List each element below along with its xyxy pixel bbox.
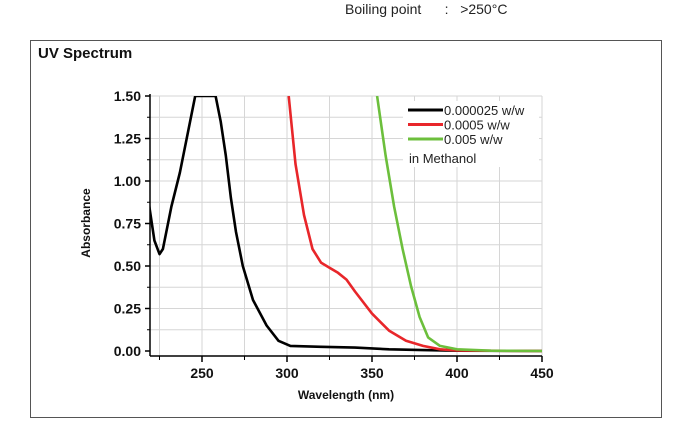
x-tick-label: 450 [530,365,554,381]
y-tick-label: 1.50 [114,88,141,104]
x-tick-label: 300 [275,365,299,381]
y-tick-label: 0.25 [114,301,141,317]
x-axis-label: Wavelength (nm) [298,388,394,402]
series-line-2 [287,96,542,353]
legend-label: 0.000025 w/w [444,103,525,118]
legend-label: 0.005 w/w [444,132,503,147]
boiling-point-text: Boiling point : >250°C [345,1,507,17]
series-line-1 [150,96,542,353]
y-tick-label: 1.00 [114,173,141,189]
y-tick-label: 1.25 [114,131,141,147]
x-tick-label: 250 [190,365,214,381]
boiling-point-separator: : [444,1,449,17]
legend-label: 0.0005 w/w [444,118,510,133]
x-tick-label: 400 [445,365,469,381]
x-tick-label: 350 [360,365,384,381]
boiling-point-value: >250°C [460,1,508,17]
chart-title: UV Spectrum [38,45,133,62]
y-tick-label: 0.50 [114,258,141,274]
chart-frame [30,40,662,418]
boiling-point-label: Boiling point [345,1,422,17]
y-tick-label: 0.00 [114,343,141,359]
legend-box [403,101,539,167]
y-tick-label: 0.75 [114,216,141,232]
legend-note: in Methanol [409,151,476,166]
series-line-3 [375,96,542,353]
y-axis-label: Absorbance [79,188,93,258]
